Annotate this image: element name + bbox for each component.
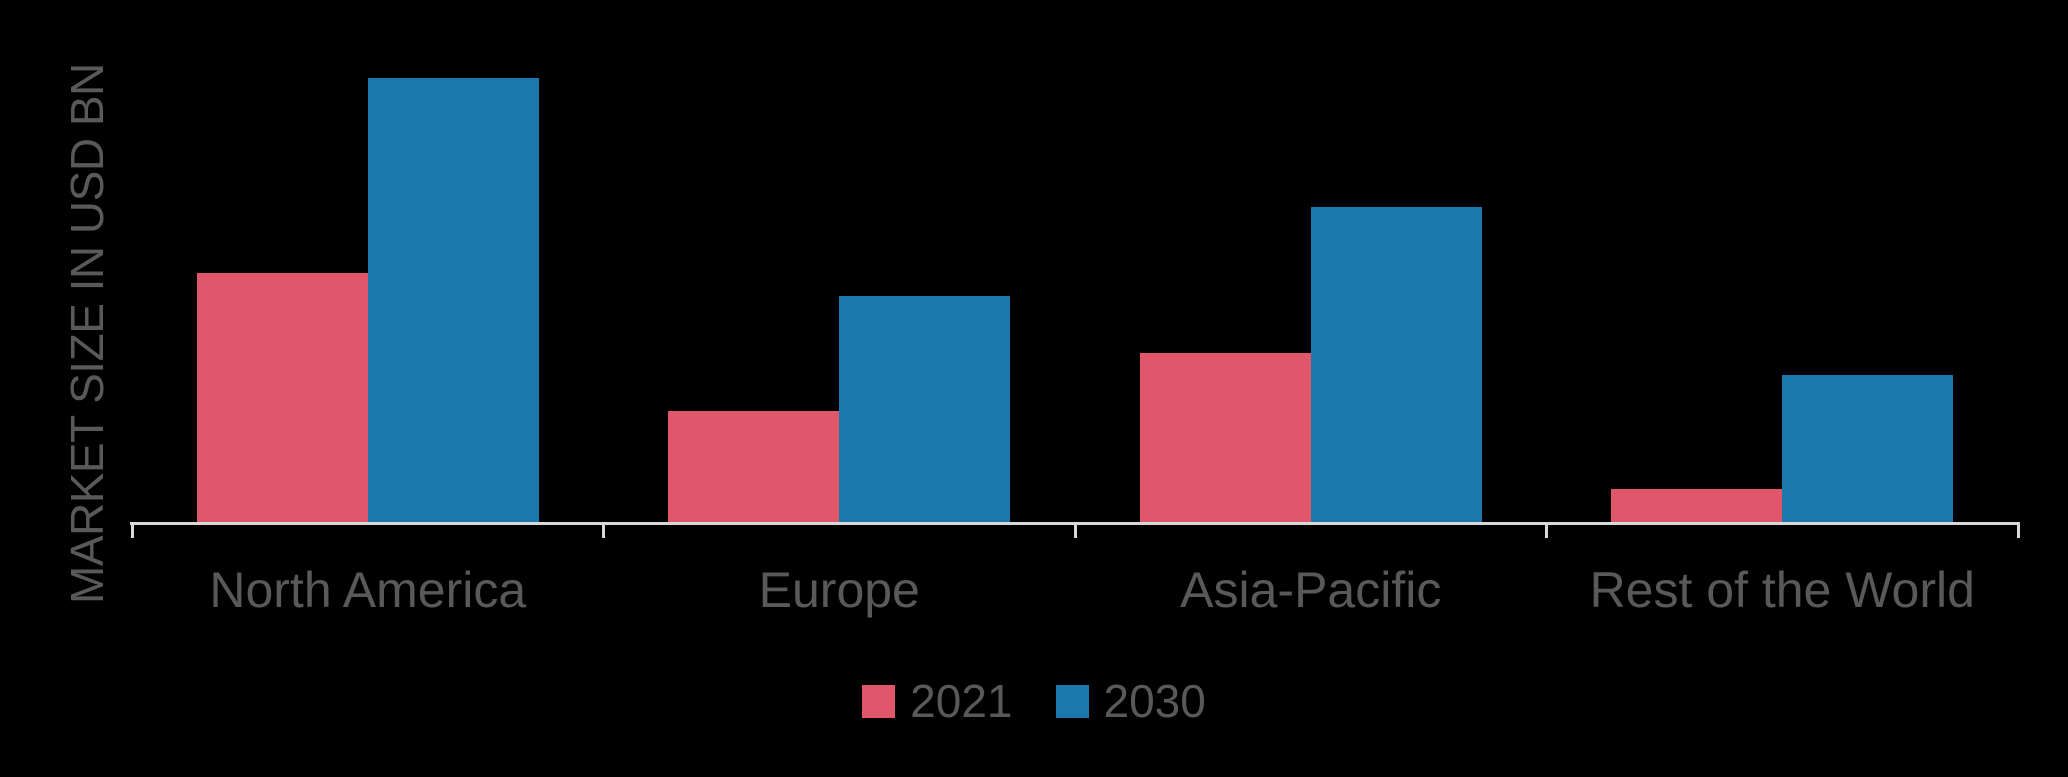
- x-axis-tick: [2016, 522, 2020, 538]
- bar-2030-north-america: [367, 78, 539, 522]
- x-axis-label-north-america: North America: [209, 562, 527, 618]
- legend-label: 2021: [910, 675, 1013, 727]
- bar-2021-europe: [668, 411, 840, 522]
- x-axis-tick: [130, 522, 134, 538]
- x-axis-label-asia-pacific: Asia-Pacific: [1180, 562, 1442, 618]
- x-axis-label-europe: Europe: [758, 562, 920, 618]
- legend-item-2021: 2021: [862, 675, 1013, 727]
- x-axis-tick: [1073, 522, 1077, 538]
- legend-label: 2030: [1103, 675, 1206, 727]
- x-axis-label-rest-of-the-world: Rest of the World: [1589, 562, 1975, 618]
- bar-2030-rest-of-the-world: [1782, 375, 1954, 522]
- bar-2030-europe: [839, 295, 1011, 522]
- x-axis-tick: [602, 522, 605, 538]
- bar-2030-asia-pacific: [1310, 206, 1482, 522]
- legend: 2021 2030: [0, 678, 2068, 724]
- legend-swatch-icon: [862, 684, 896, 718]
- bar-2021-asia-pacific: [1139, 353, 1311, 522]
- bar-2021-north-america: [196, 273, 368, 522]
- x-axis-tick: [1545, 522, 1548, 538]
- bar-2021-rest-of-the-world: [1611, 488, 1783, 522]
- legend-item-2030: 2030: [1055, 675, 1206, 727]
- legend-swatch-icon: [1055, 684, 1089, 718]
